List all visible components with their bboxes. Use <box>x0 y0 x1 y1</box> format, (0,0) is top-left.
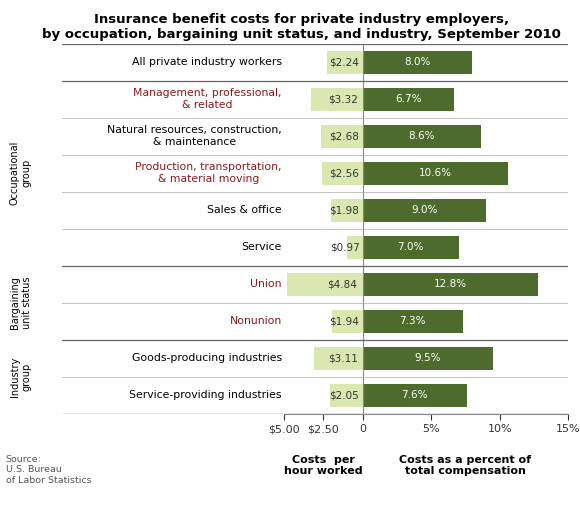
Bar <box>328 51 362 74</box>
Bar <box>362 310 463 333</box>
Text: Service-providing industries: Service-providing industries <box>129 390 282 400</box>
Text: 7.3%: 7.3% <box>400 316 426 326</box>
Text: $3.32: $3.32 <box>328 94 358 104</box>
Text: Goods-producing industries: Goods-producing industries <box>132 353 282 363</box>
Bar <box>321 125 362 148</box>
Text: $2.05: $2.05 <box>329 390 359 400</box>
Text: 9.5%: 9.5% <box>415 353 441 363</box>
Bar <box>362 199 486 222</box>
Bar <box>362 162 508 185</box>
Bar <box>362 273 538 296</box>
Text: $0.97: $0.97 <box>330 242 360 252</box>
Text: Management, professional,
& related: Management, professional, & related <box>133 88 282 110</box>
Bar <box>362 88 455 111</box>
Bar <box>362 236 459 259</box>
Text: 6.7%: 6.7% <box>395 94 422 104</box>
Text: All private industry workers: All private industry workers <box>132 57 282 67</box>
Bar <box>314 347 362 370</box>
Bar <box>287 273 362 296</box>
Bar <box>332 310 362 333</box>
Text: $2.68: $2.68 <box>329 131 358 141</box>
Text: Bargaining
unit status: Bargaining unit status <box>10 277 31 329</box>
Text: Industry
group: Industry group <box>10 357 31 397</box>
Text: 8.6%: 8.6% <box>408 131 435 141</box>
Text: Occupational
group: Occupational group <box>10 141 31 206</box>
Text: $2.56: $2.56 <box>329 168 358 178</box>
Bar <box>362 51 472 74</box>
Text: 10.6%: 10.6% <box>419 168 452 178</box>
Bar <box>362 384 467 407</box>
Text: 12.8%: 12.8% <box>434 279 467 289</box>
Bar <box>322 162 362 185</box>
Text: Sales & office: Sales & office <box>207 205 282 215</box>
Text: $4.84: $4.84 <box>327 279 357 289</box>
Text: Production, transportation,
& material moving: Production, transportation, & material m… <box>135 162 282 184</box>
Text: 9.0%: 9.0% <box>411 205 437 215</box>
Text: $3.11: $3.11 <box>328 353 358 363</box>
Bar <box>310 88 362 111</box>
Text: Insurance benefit costs for private industry employers,
by occupation, bargainin: Insurance benefit costs for private indu… <box>42 13 561 41</box>
Text: 8.0%: 8.0% <box>404 57 430 67</box>
Text: Natural resources, construction,
& maintenance: Natural resources, construction, & maint… <box>107 125 282 147</box>
Text: $1.98: $1.98 <box>329 205 359 215</box>
Text: Costs as a percent of
total compensation: Costs as a percent of total compensation <box>400 455 531 476</box>
Text: 7.6%: 7.6% <box>401 390 428 400</box>
Text: Service: Service <box>241 242 282 252</box>
Text: $2.24: $2.24 <box>329 57 359 67</box>
Text: $1.94: $1.94 <box>329 316 359 326</box>
Bar <box>331 384 362 407</box>
Text: Nonunion: Nonunion <box>230 316 282 326</box>
Bar <box>347 236 362 259</box>
Text: Source:
U.S. Bureau
of Labor Statistics: Source: U.S. Bureau of Labor Statistics <box>6 455 92 485</box>
Text: 7.0%: 7.0% <box>397 242 424 252</box>
Bar <box>362 125 481 148</box>
Bar <box>332 199 362 222</box>
Text: Costs  per
hour worked: Costs per hour worked <box>284 455 362 476</box>
Bar <box>362 347 493 370</box>
Text: Union: Union <box>250 279 282 289</box>
